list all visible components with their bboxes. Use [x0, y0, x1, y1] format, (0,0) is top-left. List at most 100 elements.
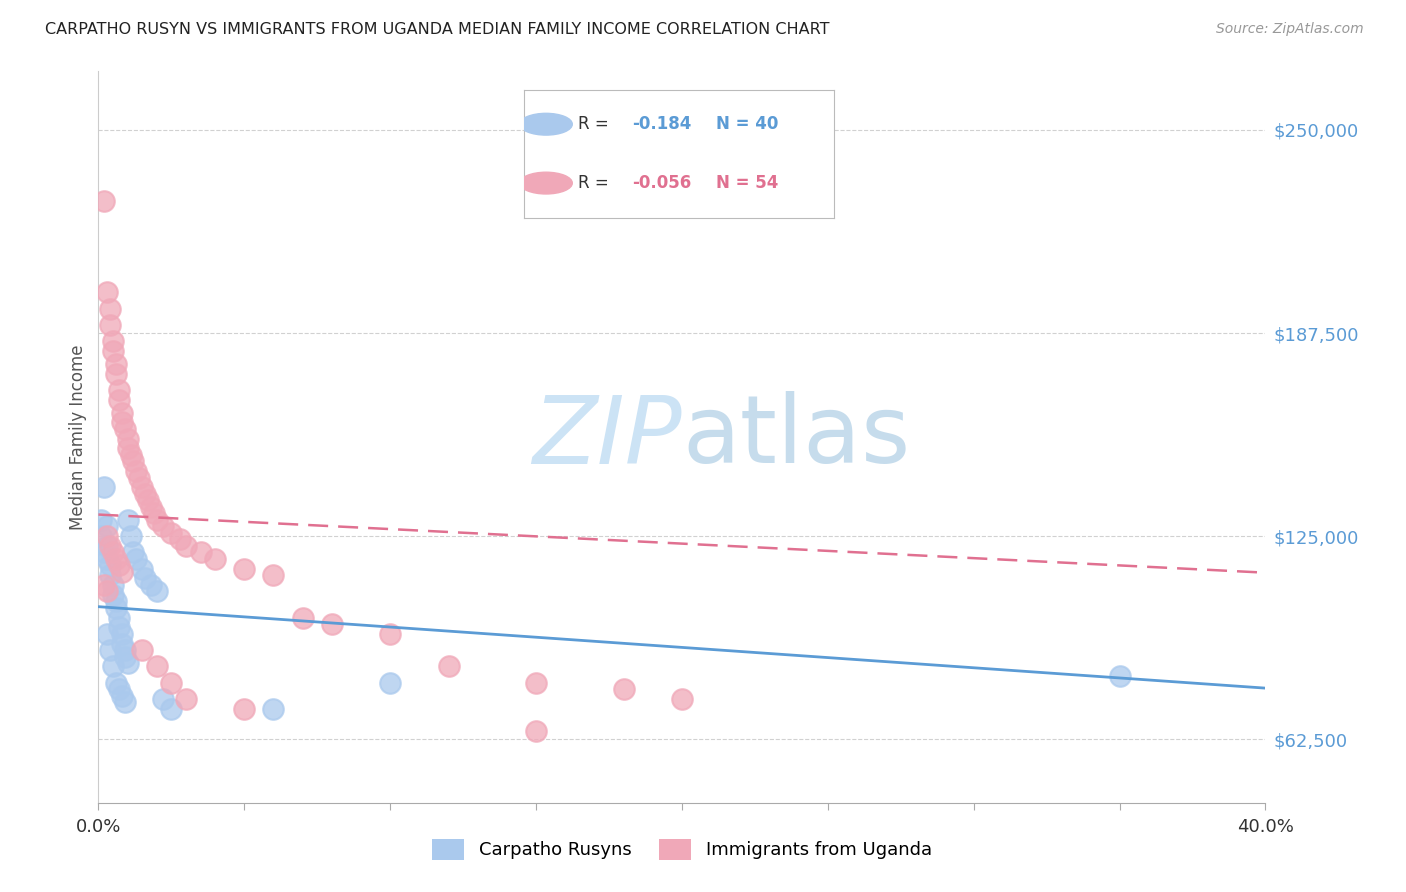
Point	[111, 636, 134, 650]
Point	[104, 367, 127, 381]
Point	[122, 545, 145, 559]
Point	[108, 383, 131, 397]
Point	[136, 493, 159, 508]
Point	[111, 689, 134, 703]
Point	[108, 610, 131, 624]
Point	[131, 643, 153, 657]
Point	[204, 552, 226, 566]
Legend: Carpatho Rusyns, Immigrants from Uganda: Carpatho Rusyns, Immigrants from Uganda	[425, 831, 939, 867]
Point	[139, 578, 162, 592]
Point	[524, 675, 547, 690]
Point	[96, 552, 118, 566]
Point	[117, 432, 139, 446]
Point	[101, 334, 124, 348]
Point	[1108, 669, 1130, 683]
Point	[134, 572, 156, 586]
Point	[93, 194, 115, 209]
Point	[96, 519, 118, 533]
Point	[108, 681, 131, 696]
Point	[262, 701, 284, 715]
Point	[96, 539, 118, 553]
Point	[291, 610, 314, 624]
Point	[98, 568, 121, 582]
Point	[98, 643, 121, 657]
Point	[111, 626, 134, 640]
Point	[262, 568, 284, 582]
Point	[101, 659, 124, 673]
Point	[96, 285, 118, 300]
Point	[139, 500, 162, 514]
Point	[111, 406, 134, 420]
Point	[380, 675, 402, 690]
Point	[233, 701, 256, 715]
Point	[117, 656, 139, 670]
Point	[131, 480, 153, 494]
Point	[93, 545, 115, 559]
Point	[125, 552, 148, 566]
Point	[93, 480, 115, 494]
Point	[128, 471, 150, 485]
Point	[146, 513, 169, 527]
Point	[131, 562, 153, 576]
Point	[108, 392, 131, 407]
Point	[160, 675, 183, 690]
Point	[174, 691, 197, 706]
Point	[96, 626, 118, 640]
Point	[104, 357, 127, 371]
Point	[114, 695, 136, 709]
Point	[152, 519, 174, 533]
Y-axis label: Median Family Income: Median Family Income	[69, 344, 87, 530]
Point	[117, 513, 139, 527]
Point	[104, 675, 127, 690]
Point	[160, 701, 183, 715]
Point	[152, 691, 174, 706]
Point	[122, 454, 145, 468]
Point	[98, 539, 121, 553]
Point	[93, 578, 115, 592]
Point	[120, 448, 142, 462]
Point	[437, 659, 460, 673]
Point	[101, 578, 124, 592]
Point	[120, 529, 142, 543]
Point	[117, 442, 139, 456]
Point	[101, 545, 124, 559]
Point	[96, 584, 118, 599]
Point	[142, 507, 165, 521]
Point	[108, 558, 131, 573]
Text: CARPATHO RUSYN VS IMMIGRANTS FROM UGANDA MEDIAN FAMILY INCOME CORRELATION CHART: CARPATHO RUSYN VS IMMIGRANTS FROM UGANDA…	[45, 22, 830, 37]
Point	[160, 526, 183, 541]
Point	[98, 318, 121, 332]
Point	[114, 422, 136, 436]
Point	[524, 724, 547, 739]
Point	[98, 558, 121, 573]
Point	[101, 588, 124, 602]
Point	[114, 649, 136, 664]
Point	[108, 620, 131, 634]
Point	[90, 513, 112, 527]
Point	[380, 626, 402, 640]
Text: atlas: atlas	[682, 391, 910, 483]
Point	[104, 600, 127, 615]
Point	[612, 681, 634, 696]
Point	[114, 643, 136, 657]
Point	[233, 562, 256, 576]
Text: Source: ZipAtlas.com: Source: ZipAtlas.com	[1216, 22, 1364, 37]
Point	[98, 301, 121, 316]
Point	[671, 691, 693, 706]
Point	[146, 584, 169, 599]
Point	[125, 464, 148, 478]
Point	[101, 343, 124, 358]
Point	[321, 617, 343, 632]
Point	[174, 539, 197, 553]
Point	[146, 659, 169, 673]
Point	[190, 545, 212, 559]
Point	[111, 416, 134, 430]
Point	[90, 529, 112, 543]
Point	[134, 487, 156, 501]
Point	[96, 529, 118, 543]
Point	[169, 533, 191, 547]
Point	[111, 565, 134, 579]
Point	[104, 552, 127, 566]
Point	[104, 594, 127, 608]
Text: ZIP: ZIP	[533, 392, 682, 483]
